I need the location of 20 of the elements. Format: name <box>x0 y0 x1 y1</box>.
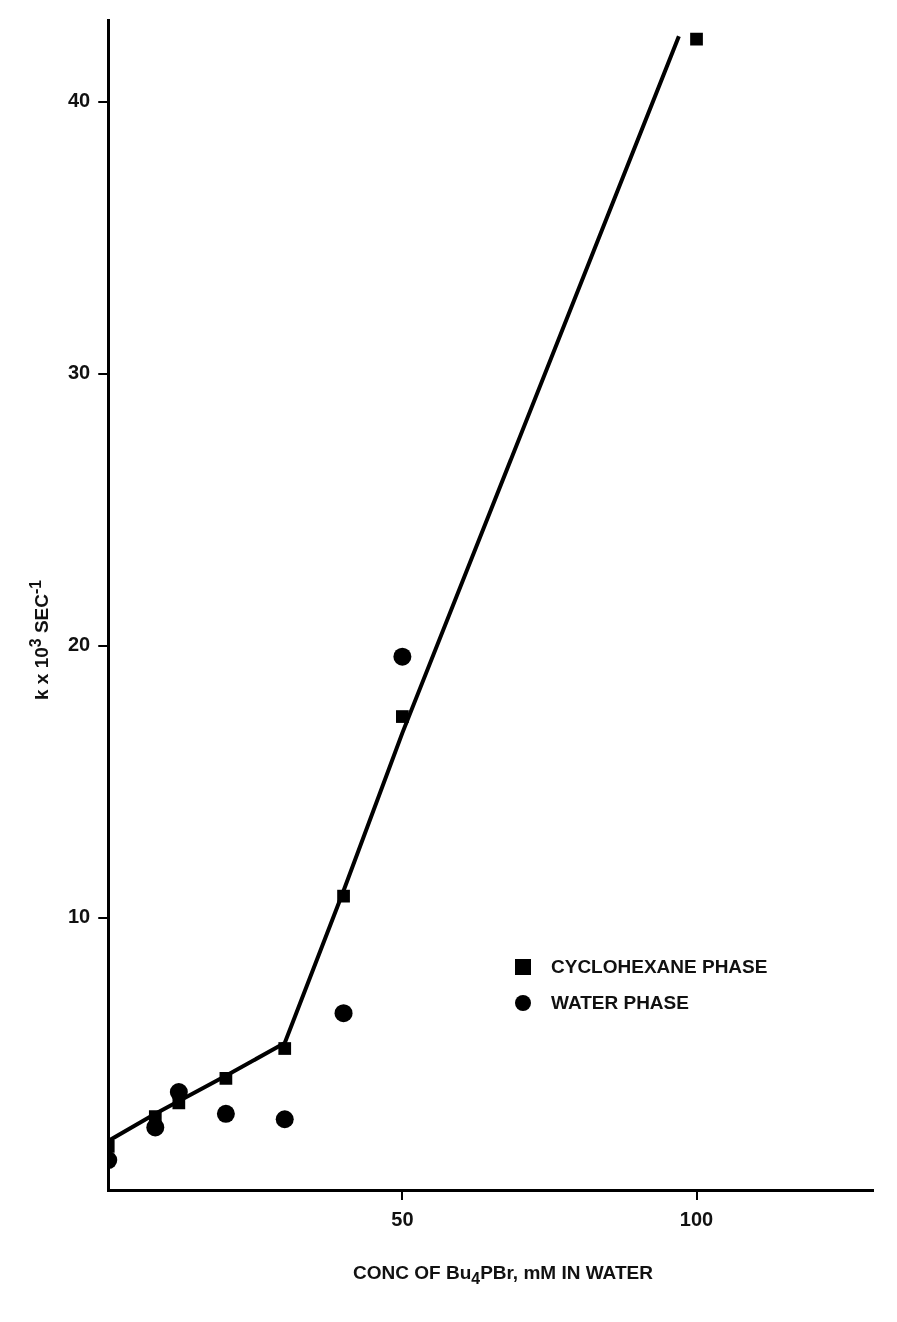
point <box>275 1110 294 1129</box>
point <box>337 889 350 903</box>
point <box>278 1042 292 1055</box>
x-axis-title: CONC OF Bu$_{4}$PBr, mM IN WATER <box>352 1262 654 1288</box>
point <box>219 1072 233 1085</box>
point <box>690 32 703 46</box>
y-tick-label: 20 <box>68 633 91 656</box>
x-tick-label: 50 <box>391 1207 414 1230</box>
point <box>148 1110 162 1123</box>
x-tick-label: 100 <box>679 1207 714 1230</box>
y-tick-label: 40 <box>68 89 91 112</box>
point <box>172 1096 186 1110</box>
point <box>393 647 412 666</box>
point <box>396 710 409 723</box>
y-tick-label: 10 <box>68 905 91 928</box>
legend-label: WATER PHASE <box>551 992 689 1014</box>
legend-label: CYCLOHEXANE PHASE <box>551 956 768 978</box>
y-tick-label: 30 <box>68 361 91 384</box>
point <box>216 1104 235 1123</box>
point <box>334 1004 353 1023</box>
